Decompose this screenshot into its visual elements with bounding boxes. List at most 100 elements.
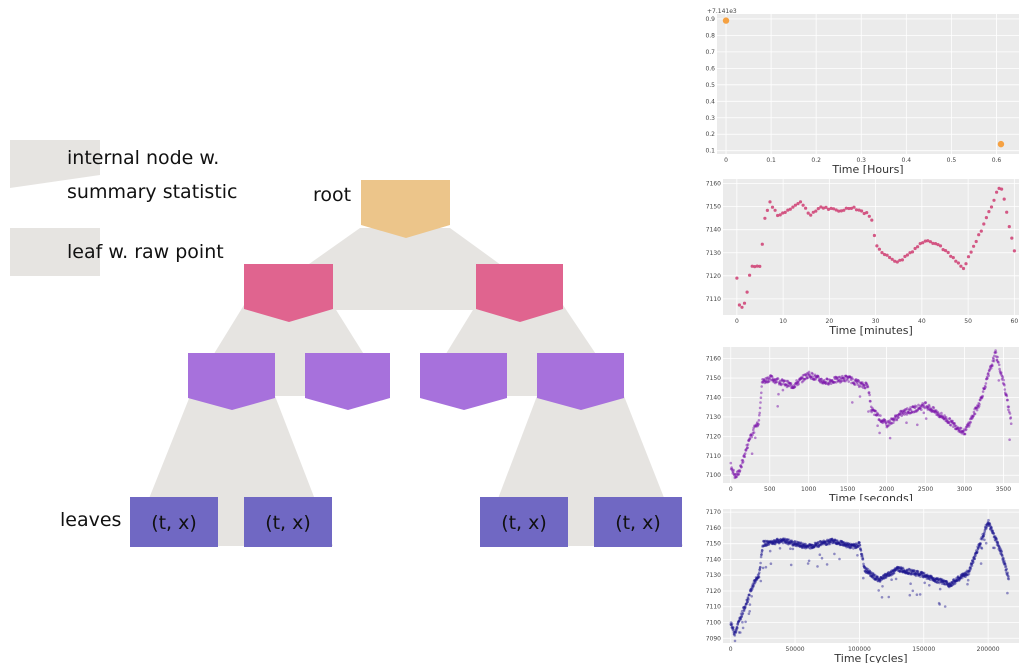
data-point xyxy=(735,629,738,632)
data-point xyxy=(972,414,975,418)
data-point xyxy=(878,431,881,435)
data-point xyxy=(788,540,792,544)
data-point xyxy=(832,207,836,211)
data-point xyxy=(814,209,818,213)
data-point xyxy=(840,541,844,545)
data-point xyxy=(1008,438,1011,441)
data-point xyxy=(970,564,974,568)
data-point xyxy=(1001,558,1004,561)
data-point xyxy=(941,580,945,584)
data-point xyxy=(960,572,964,576)
data-point xyxy=(997,363,1001,367)
data-point xyxy=(812,546,815,549)
data-point xyxy=(1003,562,1007,566)
data-point xyxy=(894,577,898,581)
data-point xyxy=(891,571,894,575)
data-point xyxy=(888,255,892,260)
data-point xyxy=(867,214,871,218)
data-point xyxy=(747,612,751,615)
data-point xyxy=(920,408,923,411)
data-point xyxy=(932,577,936,581)
data-point xyxy=(777,541,781,545)
data-point xyxy=(777,540,781,544)
leaf-text-3: (t, x) xyxy=(501,512,547,534)
data-point xyxy=(1005,394,1009,398)
data-point xyxy=(898,570,901,573)
data-point xyxy=(791,540,794,544)
data-point xyxy=(997,186,1001,190)
data-point xyxy=(970,563,973,566)
data-point xyxy=(794,544,798,548)
data-point xyxy=(741,620,744,624)
data-point xyxy=(768,549,772,553)
data-point xyxy=(995,541,999,544)
data-point xyxy=(865,567,869,570)
data-point xyxy=(1009,416,1013,419)
data-point xyxy=(843,541,846,544)
data-point xyxy=(977,545,981,548)
data-point xyxy=(755,577,758,581)
internal-node-l2-3 xyxy=(420,353,507,410)
data-point xyxy=(961,574,965,578)
data-point xyxy=(832,539,835,543)
data-point xyxy=(924,401,928,405)
data-point xyxy=(754,579,757,583)
data-point xyxy=(1006,571,1009,575)
data-point xyxy=(950,581,954,584)
legend-leaf-label: leaf w. raw point xyxy=(67,241,224,263)
data-point xyxy=(909,406,912,409)
data-point xyxy=(784,541,787,544)
legend-leaf-swatch xyxy=(10,228,100,276)
data-point xyxy=(980,547,984,550)
internal-node-l2-2 xyxy=(305,353,390,410)
data-point xyxy=(944,249,948,253)
data-point xyxy=(993,535,996,538)
data-point xyxy=(914,569,917,573)
data-point xyxy=(982,534,985,537)
data-point xyxy=(846,545,850,548)
data-point xyxy=(857,541,861,545)
data-point xyxy=(936,577,940,581)
data-point xyxy=(766,540,769,543)
data-point xyxy=(812,545,815,549)
data-point xyxy=(801,544,804,548)
data-point xyxy=(959,426,963,430)
data-point xyxy=(958,576,962,579)
data-point xyxy=(877,247,881,251)
data-point xyxy=(846,543,849,546)
data-point xyxy=(959,575,963,578)
data-point xyxy=(986,520,990,524)
data-point xyxy=(751,583,754,586)
data-point xyxy=(1010,236,1014,240)
data-point xyxy=(783,379,786,382)
data-point xyxy=(751,584,755,587)
data-point xyxy=(943,579,946,583)
data-point xyxy=(899,567,903,571)
data-point xyxy=(764,542,767,546)
data-point xyxy=(981,536,984,540)
data-point xyxy=(892,571,896,574)
data-point xyxy=(983,525,987,529)
data-point xyxy=(826,540,830,543)
data-point xyxy=(1012,249,1016,253)
data-point xyxy=(795,542,798,546)
data-point xyxy=(874,578,877,581)
data-point xyxy=(863,386,867,390)
data-point xyxy=(975,549,978,552)
data-point xyxy=(920,573,923,576)
data-point xyxy=(817,545,820,548)
data-point xyxy=(848,546,852,550)
data-point xyxy=(948,417,952,420)
y-tick-label: 7160 xyxy=(706,181,721,188)
data-point xyxy=(839,540,843,543)
data-point xyxy=(796,541,800,544)
data-point xyxy=(816,541,820,544)
data-point xyxy=(743,606,747,610)
data-point xyxy=(1002,197,1006,201)
data-point xyxy=(952,578,956,581)
data-point xyxy=(960,576,964,580)
data-point xyxy=(834,540,838,543)
data-point xyxy=(892,569,895,572)
data-point xyxy=(807,545,810,548)
data-point xyxy=(771,541,774,544)
